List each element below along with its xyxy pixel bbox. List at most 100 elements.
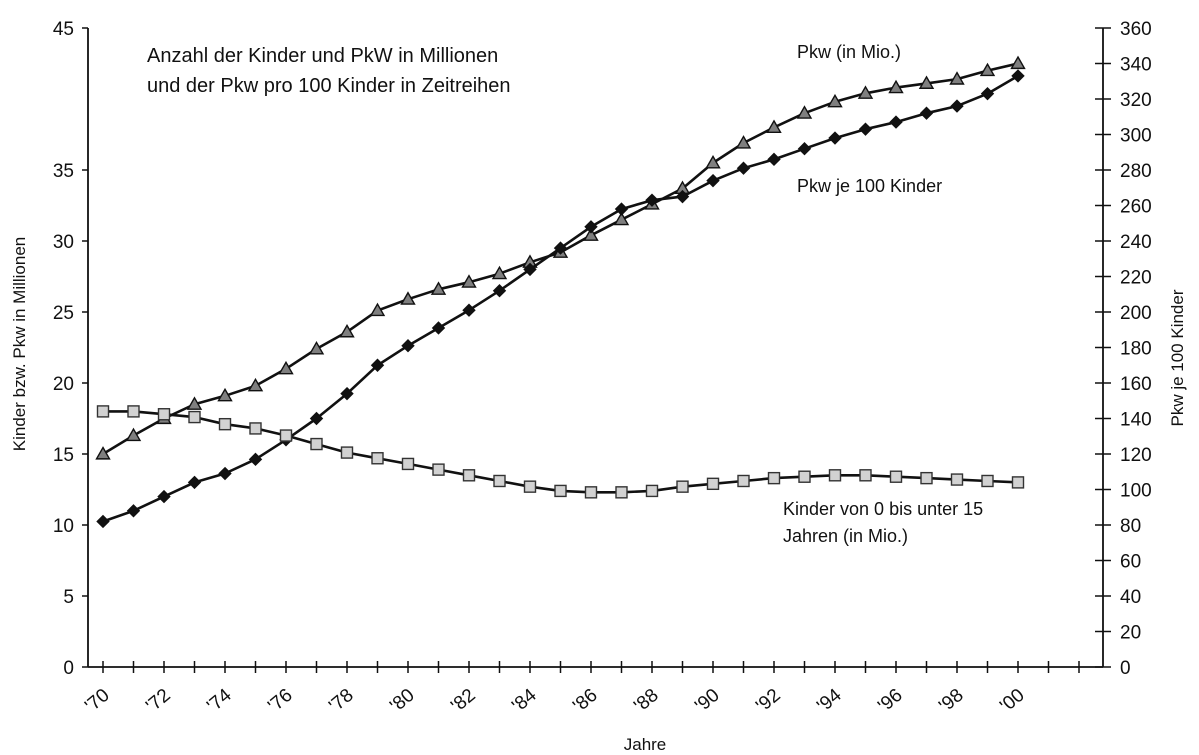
diamond-point — [553, 241, 568, 255]
square-point — [371, 452, 384, 465]
series-triangle — [95, 55, 1026, 460]
x-tick-label: '72 — [142, 685, 174, 717]
chart-title: Anzahl der Kinder und PkW in Millionen u… — [147, 45, 511, 97]
square-point — [127, 405, 140, 418]
x-tick-label: '74 — [203, 685, 236, 717]
x-tick-label: '88 — [630, 685, 662, 717]
right-y-tick-label: 300 — [1120, 126, 1152, 147]
series-line — [103, 410, 1019, 494]
diamond-point — [401, 339, 415, 353]
right-y-tick-label: 260 — [1120, 197, 1152, 218]
diamond-point — [828, 131, 842, 145]
square-point — [249, 422, 262, 435]
right-y-tick-label: 340 — [1120, 55, 1152, 76]
diamond-point — [431, 321, 446, 335]
square-point — [432, 463, 445, 476]
x-tick-label: '70 — [81, 685, 113, 717]
x-tick-label: '84 — [508, 685, 541, 717]
x-tick-label: '92 — [752, 685, 784, 717]
diamond-point — [340, 386, 354, 401]
left-y-tick-label: 35 — [53, 161, 74, 182]
triangle-point — [217, 387, 233, 402]
triangle-point — [491, 265, 508, 280]
triangle-point — [95, 446, 111, 460]
x-tick-label: '00 — [996, 685, 1028, 717]
triangle-point — [339, 323, 355, 338]
right-y-tick-label: 20 — [1120, 623, 1141, 644]
triangle-point — [461, 274, 477, 288]
diamond-point — [370, 358, 385, 372]
diamond-point — [523, 262, 537, 277]
diamond-point — [889, 115, 903, 129]
triangle-point — [369, 302, 386, 317]
right-y-tick-label: 220 — [1120, 268, 1152, 289]
square-point — [218, 417, 232, 431]
left-y-axis-ticks: 0 5 10 15 20 25 30 35 45 — [53, 19, 88, 679]
diamond-point — [675, 189, 690, 204]
diamond-point — [309, 411, 324, 426]
triangle-point — [796, 105, 813, 119]
diamond-point — [706, 173, 720, 188]
x-tick-label: '78 — [325, 685, 357, 717]
right-y-tick-label: 80 — [1120, 516, 1141, 537]
square-point — [584, 486, 598, 499]
square-point — [157, 408, 171, 421]
triangle-point — [430, 281, 447, 295]
square-point — [950, 473, 964, 486]
diamond-point — [157, 489, 171, 504]
x-tick-label: '76 — [264, 685, 296, 717]
x-tick-label: '90 — [691, 685, 723, 717]
x-axis-tick-labels: '70 '72 '74 '76 '78 '80 '82 '84 '86 '88 '90 '92 '94 '… — [81, 685, 1028, 717]
triangle-point — [247, 377, 264, 392]
left-y-axis-title: Kinder bzw. Pkw in Millionen — [10, 237, 29, 451]
square-point — [645, 484, 659, 498]
triangle-point — [888, 79, 904, 94]
diamond-point — [187, 475, 202, 490]
triangle-point — [278, 360, 294, 375]
x-tick-label: '98 — [935, 685, 967, 717]
series-diamond — [96, 69, 1025, 529]
series-layer — [95, 55, 1026, 529]
x-axis-title: Jahre — [624, 735, 667, 754]
triangle-point — [125, 427, 142, 442]
right-y-axis-ticks: 0 20 40 60 80 100 120 140 160 180 200 220 240 260 280 3… — [1095, 19, 1152, 679]
triangle-point — [583, 227, 599, 241]
right-y-axis-title: Pkw je 100 Kinder — [1168, 289, 1187, 426]
square-point — [96, 405, 110, 418]
diamond-point — [736, 161, 751, 175]
square-point — [340, 446, 354, 459]
square-point — [981, 474, 994, 488]
left-y-tick-label: 25 — [53, 303, 74, 324]
right-y-tick-label: 280 — [1120, 161, 1152, 182]
right-y-tick-label: 100 — [1120, 481, 1152, 502]
square-point — [310, 437, 323, 451]
diamond-point — [767, 152, 781, 167]
square-point — [676, 480, 689, 493]
square-point — [1011, 476, 1025, 489]
square-point — [737, 474, 750, 488]
triangle-point — [766, 119, 782, 133]
triangle-point — [400, 291, 416, 305]
triangle-point — [1010, 55, 1026, 70]
triangle-point — [827, 93, 843, 108]
square-point — [920, 471, 933, 485]
square-point — [828, 469, 842, 482]
triangle-point — [705, 154, 721, 169]
diamond-point — [1011, 69, 1025, 83]
right-y-tick-label: 160 — [1120, 374, 1152, 395]
right-y-tick-label: 40 — [1120, 587, 1141, 608]
right-y-tick-label: 180 — [1120, 339, 1152, 360]
annotation-pkw: Pkw (in Mio.) — [797, 42, 901, 62]
diamond-point — [248, 452, 263, 467]
diamond-point — [584, 220, 598, 234]
diamond-point — [858, 122, 873, 136]
diamond-point — [797, 141, 812, 156]
right-y-tick-label: 320 — [1120, 90, 1152, 111]
square-point — [859, 469, 872, 482]
x-tick-label: '94 — [813, 685, 846, 717]
diamond-point — [492, 283, 507, 298]
left-y-tick-label: 30 — [53, 232, 74, 253]
diamond-point — [645, 193, 659, 207]
right-y-tick-label: 60 — [1120, 552, 1141, 573]
right-y-tick-label: 240 — [1120, 232, 1152, 253]
